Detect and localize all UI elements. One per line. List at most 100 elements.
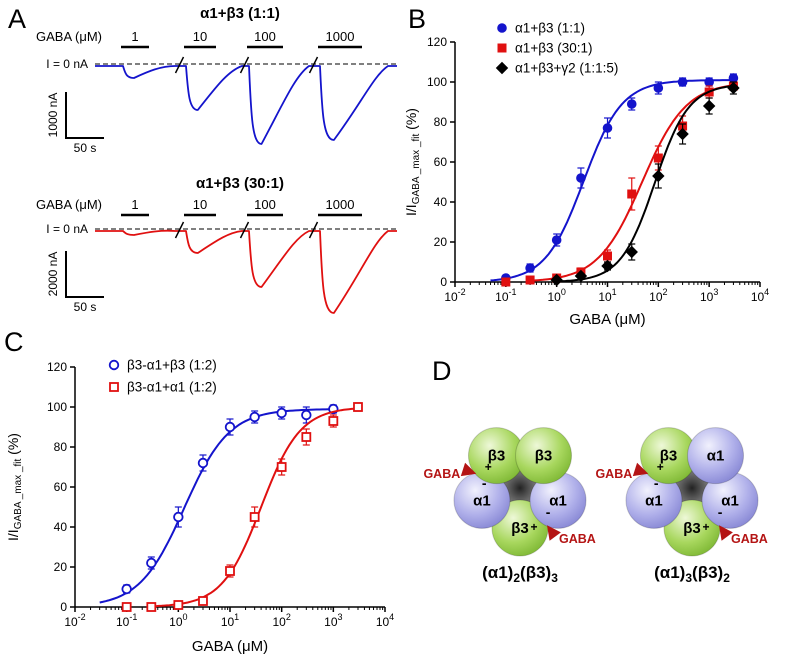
current-trace [95,229,397,314]
x-tick-label: 100 [169,612,187,629]
y-tick-label: 20 [54,560,68,574]
panel-label: D [432,356,452,386]
series-β3-α1+α1 (1:2) [121,402,363,612]
x-tick-label: 10-2 [64,612,85,629]
gaba-arrowhead [632,462,649,477]
axes [450,41,761,287]
subunit-label: α1 [549,492,567,509]
subunit-label: α1 [645,492,663,509]
data-point-diamond [495,61,509,75]
data-point-diamond [676,127,689,141]
x-tick-label: 103 [700,287,718,304]
gaba-label: GABA [731,532,768,546]
data-point-square [497,43,507,53]
panel-label: A [8,4,26,34]
gaba-arrowhead [460,462,477,477]
minus-sign: - [482,475,487,491]
data-point-square [146,602,157,612]
concentration-label: 1000 [326,29,355,44]
legend: α1+β3 (1:1) α1+β3 (30:1) α1+β3+γ2 (1:1:5) [495,21,618,76]
scale-current-label: 1000 nA [46,93,60,138]
subunit-label: α1 [473,492,491,509]
zero-current-label: I = 0 nA [46,222,88,236]
subunit-label: β3 [660,448,678,465]
gaba-units-label: GABA (μM) [36,197,102,212]
data-point-circle [108,359,120,371]
y-tick-label: 100 [427,75,447,89]
data-point-circle [677,77,688,87]
subunit-label: α1 [721,492,739,509]
x-tick-label: 104 [376,612,394,629]
data-point-circle [146,557,157,569]
data-point-square [603,251,612,261]
subunit-beta [515,427,573,485]
data-point-square [627,189,637,199]
gaba-arrowhead [719,525,733,541]
time-break-mark [308,221,319,239]
subunit-label: β3 [683,520,701,537]
data-point-circle [249,411,260,423]
x-tick-label: 100 [547,287,565,304]
time-break-mark [239,221,250,239]
fit-curve [556,84,735,283]
data-point-square [653,153,663,163]
legend-item-label: β3-α1+α1 (1:2) [127,380,217,395]
trace-title: α1+β3 (1:1) [200,5,280,22]
data-point-circle [728,73,739,83]
series-β3-α1+β3 (1:2) [99,403,339,604]
gaba-label: GABA [595,467,632,481]
x-tick-label: 102 [649,287,667,304]
y-tick-label: 60 [54,480,68,494]
data-point-diamond [702,99,716,113]
x-tick-label: 101 [221,612,239,629]
x-tick-label: 104 [751,287,769,304]
x-tick-label: 10-1 [116,612,137,629]
legend: β3-α1+β3 (1:2) β3-α1+α1 (1:2) [108,358,217,395]
y-tick-label: 60 [434,155,448,169]
data-point-square [501,277,511,287]
panel-label: B [408,4,426,34]
panel-c-dose-response-chart: C 0 20 40 60 80 100 120 10-2 10-1 100 101 102 103 104 G… [4,327,394,655]
y-tick-label: 80 [54,440,68,454]
concentration-label: 1000 [326,197,355,212]
scale-bar [65,92,104,139]
minus-sign: - [546,504,551,520]
gaba-label: GABA [559,532,596,546]
data-point-circle [224,421,236,433]
data-point-circle [602,123,613,133]
data-point-square [109,382,119,392]
data-point-diamond [574,269,588,283]
fit-curve [490,79,735,282]
trace-group-30to1: α1+β3 (30:1) GABA (μM) 1 10 100 1000 I = 0 nA 2… [36,175,397,314]
subunit-label: β3 [488,448,506,465]
data-point-square [301,432,312,442]
y-tick-label: 120 [47,360,67,374]
concentration-label: 100 [254,29,276,44]
data-point-diamond [625,245,638,259]
y-tick-label: 80 [434,115,448,129]
y-tick-label: 0 [60,600,67,614]
plus-sign: + [703,520,710,534]
time-break-mark [174,221,185,239]
data-point-diamond [601,259,614,273]
data-point-square [198,596,208,606]
series-α1+β3 (1:1) [490,73,739,283]
concentration-label: 10 [193,197,207,212]
data-point-circle [525,263,535,273]
stoichiometry-label: (α1)3(β3)2 [654,563,730,585]
data-point-circle [653,83,664,93]
data-point-square [525,275,535,285]
y-tick-label: 40 [54,520,68,534]
data-point-square [121,602,132,612]
data-point-circle [197,457,209,469]
data-point-square [353,402,363,412]
y-tick-label: 0 [440,275,447,289]
data-point-square [225,566,235,576]
concentration-label: 10 [193,29,207,44]
data-point-circle [551,235,562,245]
x-tick-label: 10-2 [444,287,465,304]
gaba-arrowhead [547,525,561,541]
y-tick-label: 20 [434,235,448,249]
